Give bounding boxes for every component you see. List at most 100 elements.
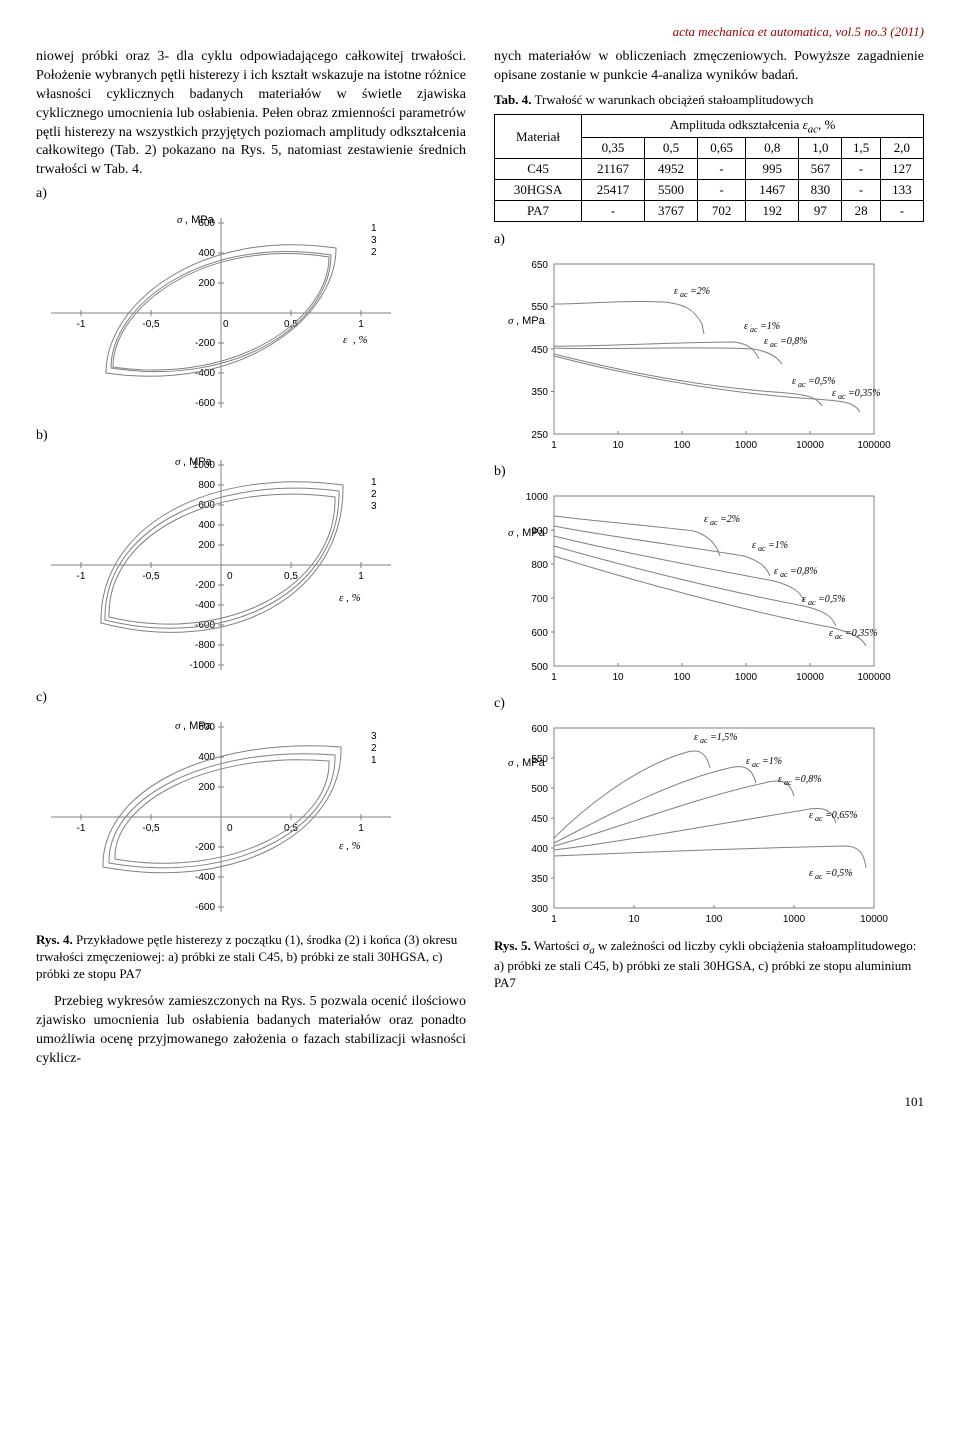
svg-text:10: 10 — [612, 440, 624, 451]
table-cell: 567 — [799, 159, 842, 180]
svg-text:800: 800 — [198, 480, 215, 491]
right-paragraph-1: nych materiałów w obliczeniach zmęczenio… — [494, 48, 924, 86]
svg-text:, MPa: , MPa — [516, 527, 546, 539]
table-col: 2,0 — [880, 138, 923, 159]
svg-text:100000: 100000 — [857, 440, 891, 451]
svg-text:250: 250 — [531, 430, 548, 441]
table-cell: - — [582, 201, 645, 222]
svg-text:=1%: =1% — [760, 321, 780, 332]
svg-text:ε: ε — [764, 336, 768, 347]
svg-text:=1%: =1% — [768, 540, 788, 551]
svg-text:ac: ac — [710, 518, 718, 527]
table-col: 0,65 — [698, 138, 746, 159]
svg-text:0,5: 0,5 — [284, 571, 298, 582]
svg-text:ε: ε — [774, 566, 778, 577]
svg-text:ε: ε — [792, 376, 796, 387]
svg-text:1: 1 — [358, 319, 364, 330]
table-cell: 830 — [799, 180, 842, 201]
svg-text:=0,8%: =0,8% — [790, 566, 818, 577]
table-cell: - — [698, 159, 746, 180]
svg-text:1000: 1000 — [735, 440, 758, 451]
svg-text:1: 1 — [371, 223, 377, 234]
svg-text:ac: ac — [780, 570, 788, 579]
svg-text:1000: 1000 — [735, 672, 758, 683]
svg-text:1: 1 — [358, 823, 364, 834]
tab4-title: Tab. 4. Trwałość w warunkach obciążeń st… — [494, 92, 924, 108]
svg-text:ac: ac — [815, 814, 823, 823]
svg-text:ε , %: ε , % — [339, 840, 361, 852]
table-head-row: Materiał Amplituda odkształcenia εac, % — [495, 114, 924, 138]
svg-text:450: 450 — [531, 814, 548, 825]
svg-text:σ: σ — [508, 527, 514, 539]
svg-text:ac: ac — [700, 736, 708, 745]
fig4-caption-bold: Rys. 4. — [36, 932, 73, 947]
tab4-title-text: Trwałość w warunkach obciążeń stałoampli… — [534, 92, 813, 107]
svg-text:, MPa: , MPa — [183, 720, 213, 732]
svg-text:ε: ε — [694, 732, 698, 743]
svg-text:ac: ac — [808, 598, 816, 607]
svg-text:-200: -200 — [195, 842, 215, 853]
table-cell: - — [880, 201, 923, 222]
svg-text:1000: 1000 — [526, 492, 549, 503]
svg-text:0: 0 — [227, 571, 233, 582]
right-column: nych materiałów w obliczeniach zmęczenio… — [494, 48, 924, 1074]
svg-text:500: 500 — [531, 662, 548, 673]
hysteresis-chart-c: -1 -0,5 0 0,5 1 600 400 200 -200 -400 -6… — [36, 712, 466, 922]
right-label-b: b) — [494, 464, 924, 480]
svg-text:, MPa: , MPa — [516, 315, 546, 327]
table-cell: 28 — [842, 201, 880, 222]
svg-text:-1000: -1000 — [189, 660, 215, 671]
svg-text:ε: ε — [704, 514, 708, 525]
svg-text:n: n — [864, 685, 870, 686]
svg-text:10000: 10000 — [796, 672, 824, 683]
table-col: 1,0 — [799, 138, 842, 159]
svg-text:=0,35%: =0,35% — [848, 388, 881, 399]
left-column: niowej próbki oraz 3- dla cyklu odpowiad… — [36, 48, 466, 1074]
table-cell: 21167 — [582, 159, 645, 180]
svg-text:-0,5: -0,5 — [142, 319, 160, 330]
svg-text:ac: ac — [680, 290, 688, 299]
journal-header: acta mechanica et automatica, vol.5 no.3… — [36, 24, 924, 40]
table-cell: 127 — [880, 159, 923, 180]
svg-text:200: 200 — [198, 540, 215, 551]
svg-text:ε: ε — [832, 388, 836, 399]
svg-text:σ: σ — [508, 315, 514, 327]
fig5-caption-bold: Rys. 5. — [494, 938, 531, 953]
svg-text:-0,5: -0,5 — [142, 823, 160, 834]
svg-text:=2%: =2% — [690, 286, 710, 297]
svg-text:=2%: =2% — [720, 514, 740, 525]
svg-text:500: 500 — [531, 784, 548, 795]
table-cell: 1467 — [746, 180, 799, 201]
svg-text:2: 2 — [371, 247, 377, 258]
svg-text:1: 1 — [371, 477, 377, 488]
svg-text:σ: σ — [177, 214, 183, 226]
svg-text:3: 3 — [371, 731, 377, 742]
svg-text:ε , %: ε , % — [339, 592, 361, 604]
svg-text:1: 1 — [371, 755, 377, 766]
svg-text:, %: , % — [353, 334, 368, 346]
svg-text:=0,5%: =0,5% — [808, 376, 836, 387]
svg-text:-400: -400 — [195, 872, 215, 883]
hysteresis-chart-a: 600 400 200 0 -200 -400 -600 — [36, 208, 466, 418]
svg-text:=0,8%: =0,8% — [794, 774, 822, 785]
svg-text:ε: ε — [343, 334, 348, 346]
svg-text:ac: ac — [838, 392, 846, 401]
svg-text:σ: σ — [175, 456, 181, 468]
table-head-material: Materiał — [495, 114, 582, 159]
table-cell: 4952 — [644, 159, 697, 180]
svg-text:-200: -200 — [195, 338, 215, 349]
svg-text:100: 100 — [674, 672, 691, 683]
svg-text:350: 350 — [531, 874, 548, 885]
table-row: PA7 - 3767 702 192 97 28 - — [495, 201, 924, 222]
table-cell: 192 — [746, 201, 799, 222]
svg-text:650: 650 — [531, 260, 548, 271]
svg-text:ε: ε — [744, 321, 748, 332]
svg-text:ac: ac — [798, 380, 806, 389]
table-row: 30HGSA 25417 5500 - 1467 830 - 133 — [495, 180, 924, 201]
table-head-amplitude: Amplituda odkształcenia εac, % — [582, 114, 924, 138]
svg-text:ε: ε — [746, 756, 750, 767]
svg-text:ε: ε — [752, 540, 756, 551]
svg-text:ε: ε — [802, 594, 806, 605]
svg-text:ac: ac — [784, 778, 792, 787]
svg-text:0: 0 — [223, 319, 229, 330]
